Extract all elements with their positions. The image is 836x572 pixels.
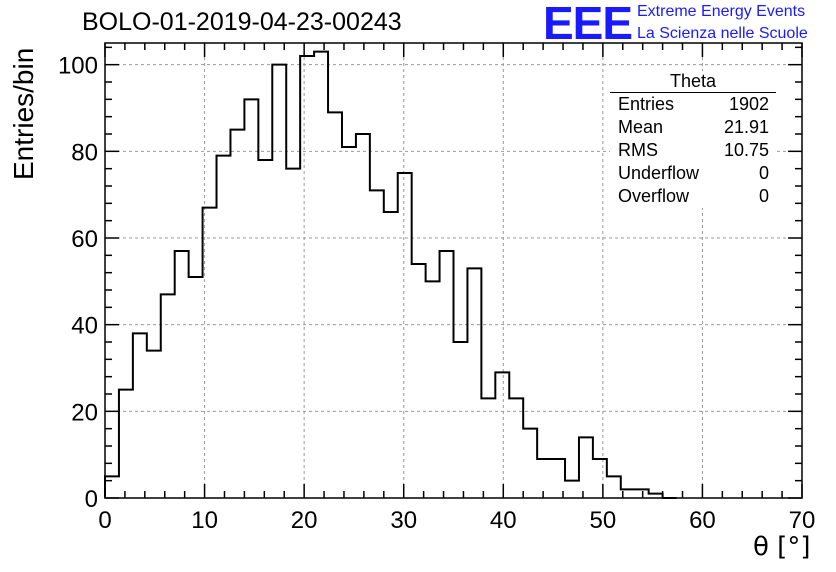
histogram-bin — [579, 437, 593, 498]
histogram-bin — [133, 333, 147, 498]
histogram-bin — [356, 134, 370, 498]
stats-row-mean: Mean 21.91 — [610, 116, 776, 139]
histogram-bin — [342, 147, 356, 498]
histogram-bin — [328, 112, 342, 498]
histogram-bin — [565, 481, 579, 498]
stats-row-overflow: Overflow 0 — [610, 185, 776, 208]
histogram-bin — [384, 212, 398, 498]
y-tick-label: 40 — [71, 313, 98, 340]
tick-labels: 0 10 20 30 40 50 60 70 0 20 40 60 80 100 — [58, 53, 815, 534]
histogram-bin — [314, 52, 328, 498]
histogram-bin — [607, 476, 621, 498]
histogram-bin — [272, 65, 286, 498]
y-tick-label: 0 — [85, 486, 98, 513]
histogram-bin — [286, 169, 300, 498]
histogram-bin — [217, 156, 231, 498]
histogram-bin — [370, 190, 384, 498]
stats-label: Overflow — [618, 186, 690, 206]
histogram-bin — [481, 398, 495, 498]
y-tick-label: 60 — [71, 226, 98, 253]
x-axis-label: θ [°] — [753, 532, 811, 562]
x-tick-label: 70 — [789, 507, 816, 534]
stats-value: 10.75 — [723, 140, 769, 160]
stats-row-entries: Entries 1902 — [610, 93, 776, 116]
histogram-bin — [593, 459, 607, 498]
histogram-bin — [230, 130, 244, 498]
histogram-bin — [300, 56, 314, 498]
histogram — [104, 50, 677, 499]
axis-ticks — [104, 43, 803, 499]
stats-title: Theta — [610, 71, 776, 93]
x-tick-label: 60 — [689, 507, 716, 534]
histogram-bin — [537, 459, 551, 498]
stats-label: Underflow — [618, 163, 700, 183]
histogram-bin — [495, 372, 509, 498]
stats-label: Mean — [618, 117, 664, 137]
plot-border — [104, 42, 803, 499]
histogram-bin — [398, 173, 412, 498]
stats-value: 1902 — [728, 94, 769, 114]
histogram-bin — [105, 476, 119, 498]
stats-label: Entries — [618, 94, 675, 114]
x-tick-label: 10 — [191, 507, 218, 534]
histogram-bin — [175, 251, 189, 498]
x-tick-label: 50 — [590, 507, 617, 534]
histogram-bin — [440, 251, 454, 498]
logo-line-1: Extreme Energy Events — [637, 3, 806, 20]
histogram-bin — [119, 390, 133, 498]
histogram-bin — [509, 398, 523, 498]
x-tick-label: 40 — [490, 507, 517, 534]
histogram-bin — [426, 281, 440, 498]
histogram-bin — [189, 277, 203, 498]
stats-row-rms: RMS 10.75 — [610, 139, 776, 162]
stats-box: Theta Entries 1902 Mean 21.91 RMS 10.75 … — [610, 71, 776, 208]
histogram-bin — [258, 160, 272, 498]
x-tick-label: 20 — [291, 507, 318, 534]
stats-value: 0 — [758, 186, 769, 206]
stats-label: RMS — [618, 140, 658, 160]
histogram-bin — [147, 351, 161, 498]
stats-value: 0 — [758, 163, 769, 183]
histogram-bin — [454, 342, 468, 498]
x-tick-label: 30 — [390, 507, 417, 534]
histogram-bin — [523, 429, 537, 498]
histogram-bin — [244, 99, 258, 498]
chart-title: BOLO-01-2019-04-23-00243 — [82, 8, 402, 36]
stats-value: 21.91 — [723, 117, 769, 137]
histogram-outline — [104, 50, 677, 499]
y-axis-label: Entries/bin — [8, 47, 39, 180]
logo-line-2: La Scienza nelle Scuole — [637, 25, 808, 42]
histogram-bin — [635, 489, 649, 498]
stats-row-underflow: Underflow 0 — [610, 162, 776, 185]
logo-letters: EEE — [543, 0, 633, 49]
histogram-bin — [412, 264, 426, 498]
x-tick-label: 0 — [98, 507, 111, 534]
y-tick-label: 20 — [71, 399, 98, 426]
y-tick-label: 100 — [58, 53, 98, 80]
histogram-bin — [467, 268, 481, 498]
plot-frame — [104, 42, 803, 499]
y-tick-label: 80 — [71, 139, 98, 166]
